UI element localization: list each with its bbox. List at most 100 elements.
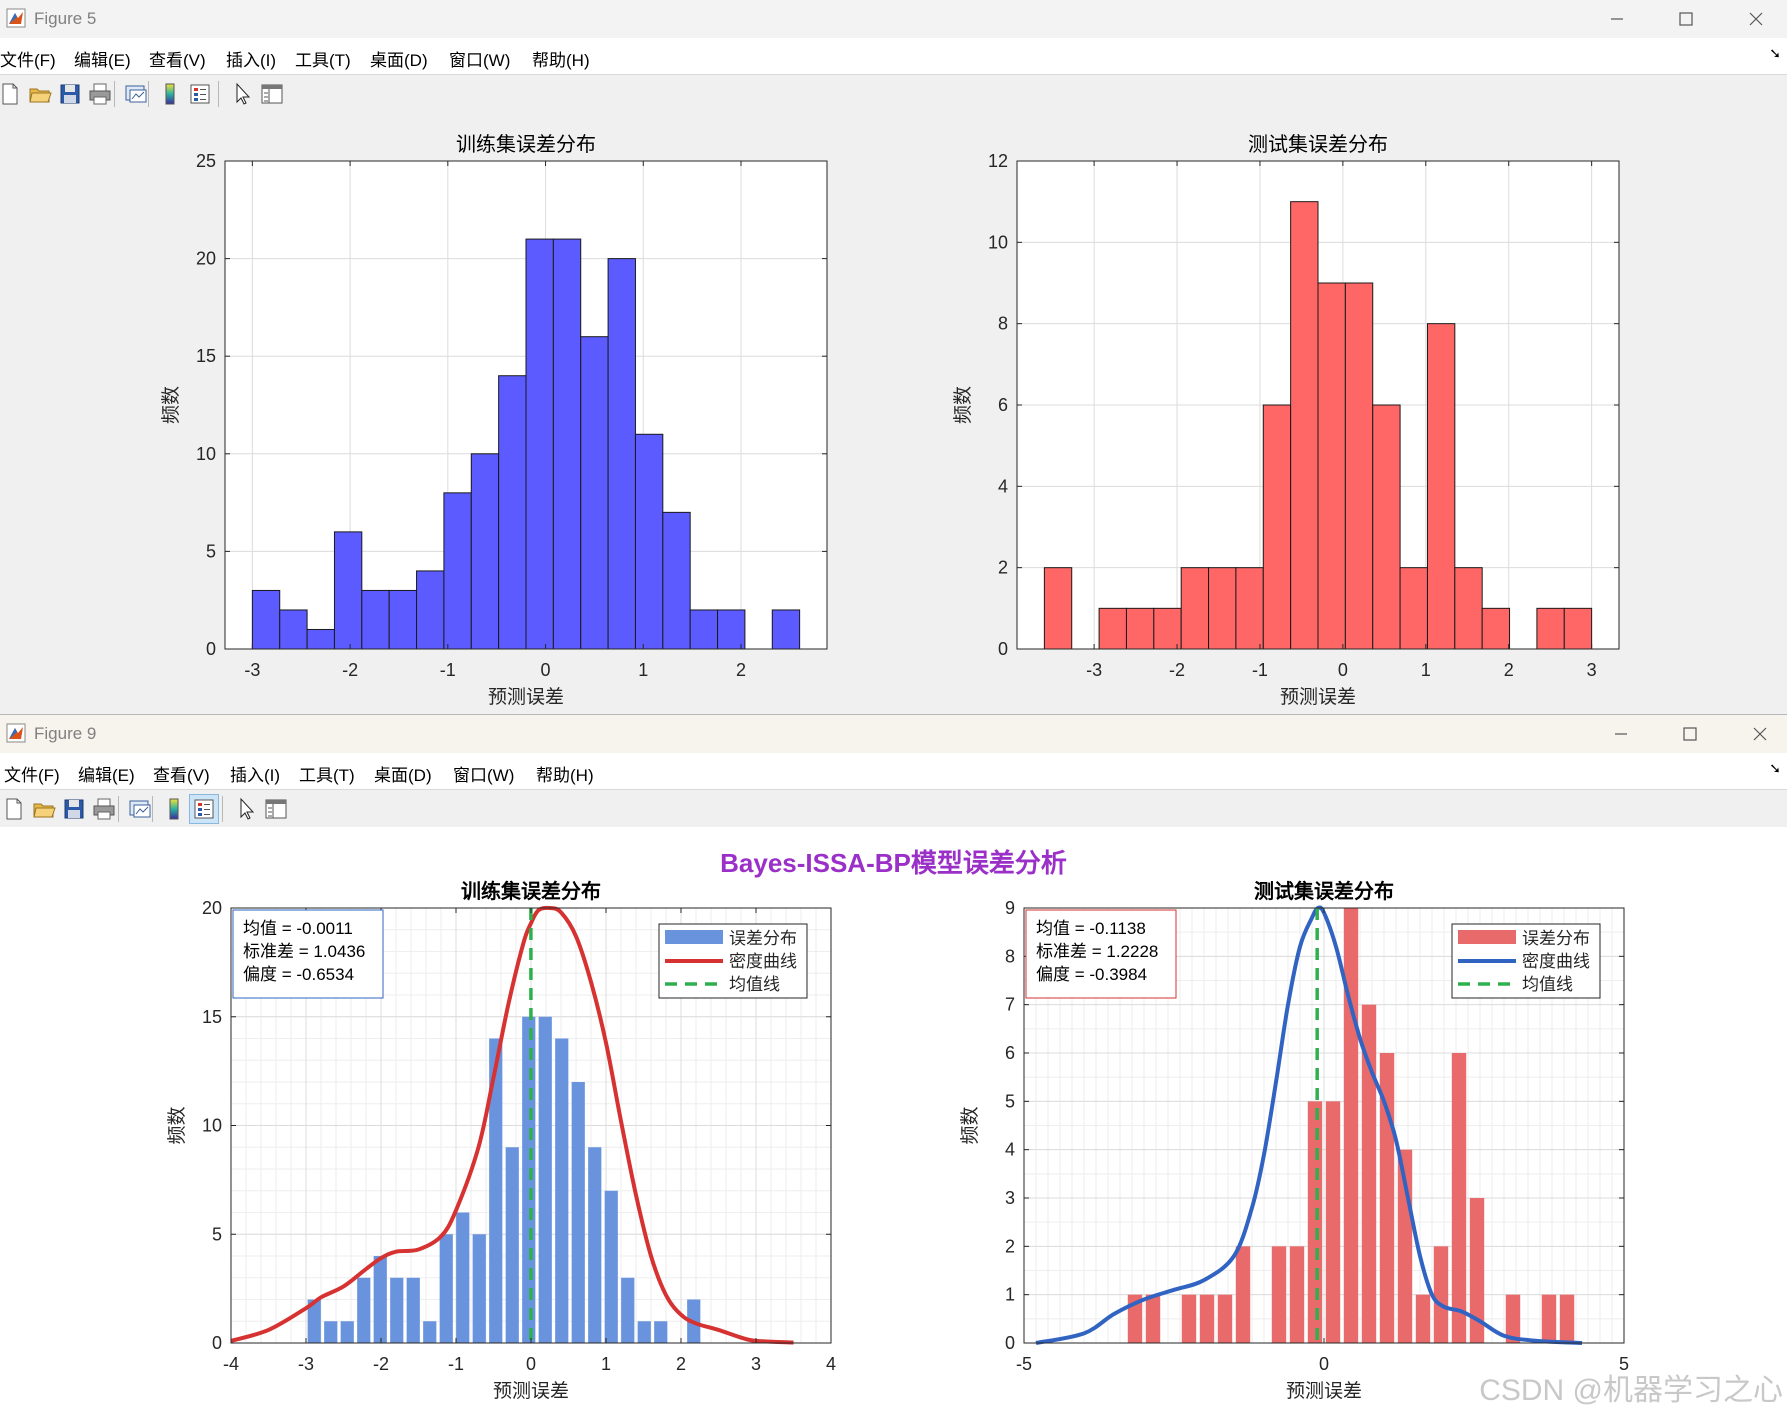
menu-insert[interactable]: 插入(I) bbox=[230, 766, 281, 785]
colorbar-button[interactable] bbox=[156, 80, 184, 108]
histogram-bar bbox=[373, 1256, 387, 1343]
y-tick-label: 10 bbox=[196, 444, 216, 464]
y-tick-label: 0 bbox=[212, 1333, 222, 1353]
figure9-canvas: Bayes-ISSA-BP模型误差分析 -4 -3 -2 -1 0 1 2 3 4 0 5 10 15 2… bbox=[0, 827, 1787, 1417]
legend-button[interactable] bbox=[186, 80, 214, 108]
close-button[interactable] bbox=[1733, 4, 1779, 34]
y-tick-label: 3 bbox=[1005, 1188, 1015, 1208]
histogram-bar bbox=[1199, 1294, 1215, 1343]
menubar-overflow-icon[interactable]: ➘ bbox=[1769, 46, 1781, 62]
print-button[interactable] bbox=[86, 80, 114, 108]
minimize-button[interactable] bbox=[1598, 719, 1644, 749]
pointer-button[interactable] bbox=[232, 795, 260, 823]
menu-window[interactable]: 窗口(W) bbox=[453, 766, 515, 785]
save-icon bbox=[64, 799, 84, 819]
histogram-bar bbox=[439, 1234, 453, 1343]
histogram-bar bbox=[423, 1321, 437, 1343]
stats-box bbox=[1025, 909, 1177, 999]
histogram-bar bbox=[1399, 567, 1428, 650]
maximize-button[interactable] bbox=[1667, 719, 1713, 749]
histogram-bar bbox=[456, 1212, 470, 1343]
x-tick-label: 1 bbox=[638, 660, 648, 680]
y-tick-label: 15 bbox=[202, 1007, 222, 1027]
property-inspector-button[interactable] bbox=[262, 795, 290, 823]
x-tick-label: -2 bbox=[1169, 660, 1185, 680]
save-button[interactable] bbox=[60, 795, 88, 823]
histogram-bar bbox=[505, 1147, 519, 1343]
close-button[interactable] bbox=[1737, 719, 1783, 749]
menubar-overflow-icon[interactable]: ➘ bbox=[1769, 761, 1781, 777]
figure5-toolbar bbox=[0, 74, 1787, 114]
menu-tools[interactable]: 工具(T) bbox=[299, 766, 355, 785]
figure5-titlebar[interactable]: Figure 5 bbox=[0, 0, 1787, 38]
histogram-bar bbox=[607, 258, 636, 650]
histogram-bar bbox=[1481, 607, 1511, 650]
print-button[interactable] bbox=[90, 795, 118, 823]
histogram-bar bbox=[1536, 607, 1565, 650]
menu-file[interactable]: 文件(F) bbox=[4, 766, 60, 785]
toolbar-separator bbox=[218, 81, 219, 107]
histogram-bar bbox=[1145, 1294, 1161, 1343]
histogram-bar bbox=[1043, 567, 1073, 650]
y-tick-label: 0 bbox=[206, 639, 216, 659]
menu-help[interactable]: 帮助(H) bbox=[536, 766, 594, 785]
menu-insert[interactable]: 插入(I) bbox=[226, 51, 277, 70]
histogram-bar bbox=[634, 433, 664, 650]
x-tick-label: 5 bbox=[1619, 1354, 1629, 1374]
stats-text: 标准差 = 1.2228 bbox=[1036, 942, 1158, 961]
menu-window[interactable]: 窗口(W) bbox=[449, 51, 511, 70]
menu-desktop[interactable]: 桌面(D) bbox=[370, 51, 428, 70]
menu-edit[interactable]: 编辑(E) bbox=[78, 766, 135, 785]
stats-box bbox=[232, 909, 384, 999]
histogram-bar bbox=[498, 375, 527, 650]
figure9-titlebar[interactable]: Figure 9 bbox=[0, 715, 1787, 753]
y-tick-label: 15 bbox=[196, 346, 216, 366]
legend-label: 均值线 bbox=[729, 975, 780, 994]
stats-text: 标准差 = 1.0436 bbox=[243, 942, 365, 961]
menu-tools[interactable]: 工具(T) bbox=[295, 51, 351, 70]
legend-label: 密度曲线 bbox=[729, 952, 797, 971]
x-tick-label: -2 bbox=[373, 1354, 389, 1374]
figure9-suptitle: Bayes-ISSA-BP模型误差分析 bbox=[720, 848, 1067, 878]
x-tick-label: 2 bbox=[1504, 660, 1514, 680]
link-plot-icon bbox=[129, 800, 151, 818]
x-tick-label: -3 bbox=[244, 660, 260, 680]
figure5-title: Figure 5 bbox=[34, 9, 97, 28]
new-file-button[interactable] bbox=[0, 795, 28, 823]
menu-edit[interactable]: 编辑(E) bbox=[74, 51, 131, 70]
matlab-icon bbox=[6, 723, 26, 743]
open-folder-button[interactable] bbox=[26, 80, 54, 108]
pointer-button[interactable] bbox=[228, 80, 256, 108]
menu-view[interactable]: 查看(V) bbox=[153, 766, 210, 785]
histogram-bar bbox=[689, 609, 719, 650]
menu-view[interactable]: 查看(V) bbox=[149, 51, 206, 70]
property-inspector-button[interactable] bbox=[258, 80, 286, 108]
legend-button[interactable] bbox=[189, 794, 219, 824]
histogram-bar bbox=[588, 1147, 602, 1343]
colorbar-button[interactable] bbox=[160, 795, 188, 823]
stats-text: 偏度 = -0.3984 bbox=[1036, 965, 1147, 984]
menu-help[interactable]: 帮助(H) bbox=[532, 51, 590, 70]
axes-title: 测试集误差分布 bbox=[1254, 879, 1394, 903]
minimize-button[interactable] bbox=[1594, 4, 1640, 34]
x-axis-label: 预测误差 bbox=[1280, 686, 1356, 708]
histogram-bar bbox=[522, 1016, 536, 1343]
density-curve bbox=[1035, 905, 1583, 1345]
link-plot-button[interactable] bbox=[126, 795, 154, 823]
figure9-window: Figure 9 文件(F) 编辑(E) 查看(V) 插入(I) 工具(T) 桌… bbox=[0, 714, 1787, 1417]
new-file-button[interactable] bbox=[0, 80, 24, 108]
save-button[interactable] bbox=[56, 80, 84, 108]
menu-desktop[interactable]: 桌面(D) bbox=[374, 766, 432, 785]
open-folder-button[interactable] bbox=[30, 795, 58, 823]
x-tick-label: 0 bbox=[541, 660, 551, 680]
histogram-bar bbox=[1262, 404, 1292, 650]
link-plot-button[interactable] bbox=[122, 80, 150, 108]
x-axis-label: 预测误差 bbox=[493, 1380, 569, 1402]
menu-file[interactable]: 文件(F) bbox=[0, 51, 56, 70]
y-tick-label: 0 bbox=[998, 639, 1008, 659]
histogram-bar bbox=[1426, 323, 1456, 650]
maximize-button[interactable] bbox=[1663, 4, 1709, 34]
figure9-toolbar bbox=[0, 789, 1787, 829]
